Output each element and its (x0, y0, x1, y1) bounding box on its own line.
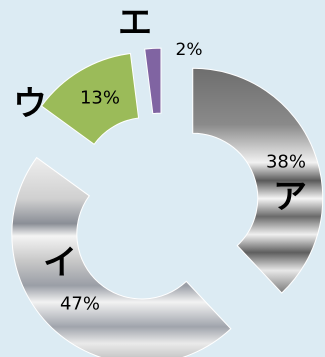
category-label-4: エ (118, 3, 152, 43)
value-label-1: 38% (266, 152, 306, 173)
value-label-2: 47% (60, 294, 100, 315)
value-label-3: 13% (80, 88, 120, 109)
slice-e (144, 47, 162, 115)
slice-i (11, 156, 232, 357)
category-label-3: ウ (13, 84, 47, 124)
category-label-1: ア (273, 177, 307, 217)
slice-u (40, 52, 140, 145)
value-label-4: 2% (176, 40, 203, 60)
category-label-2: イ (43, 243, 77, 283)
slice-a (192, 67, 324, 294)
